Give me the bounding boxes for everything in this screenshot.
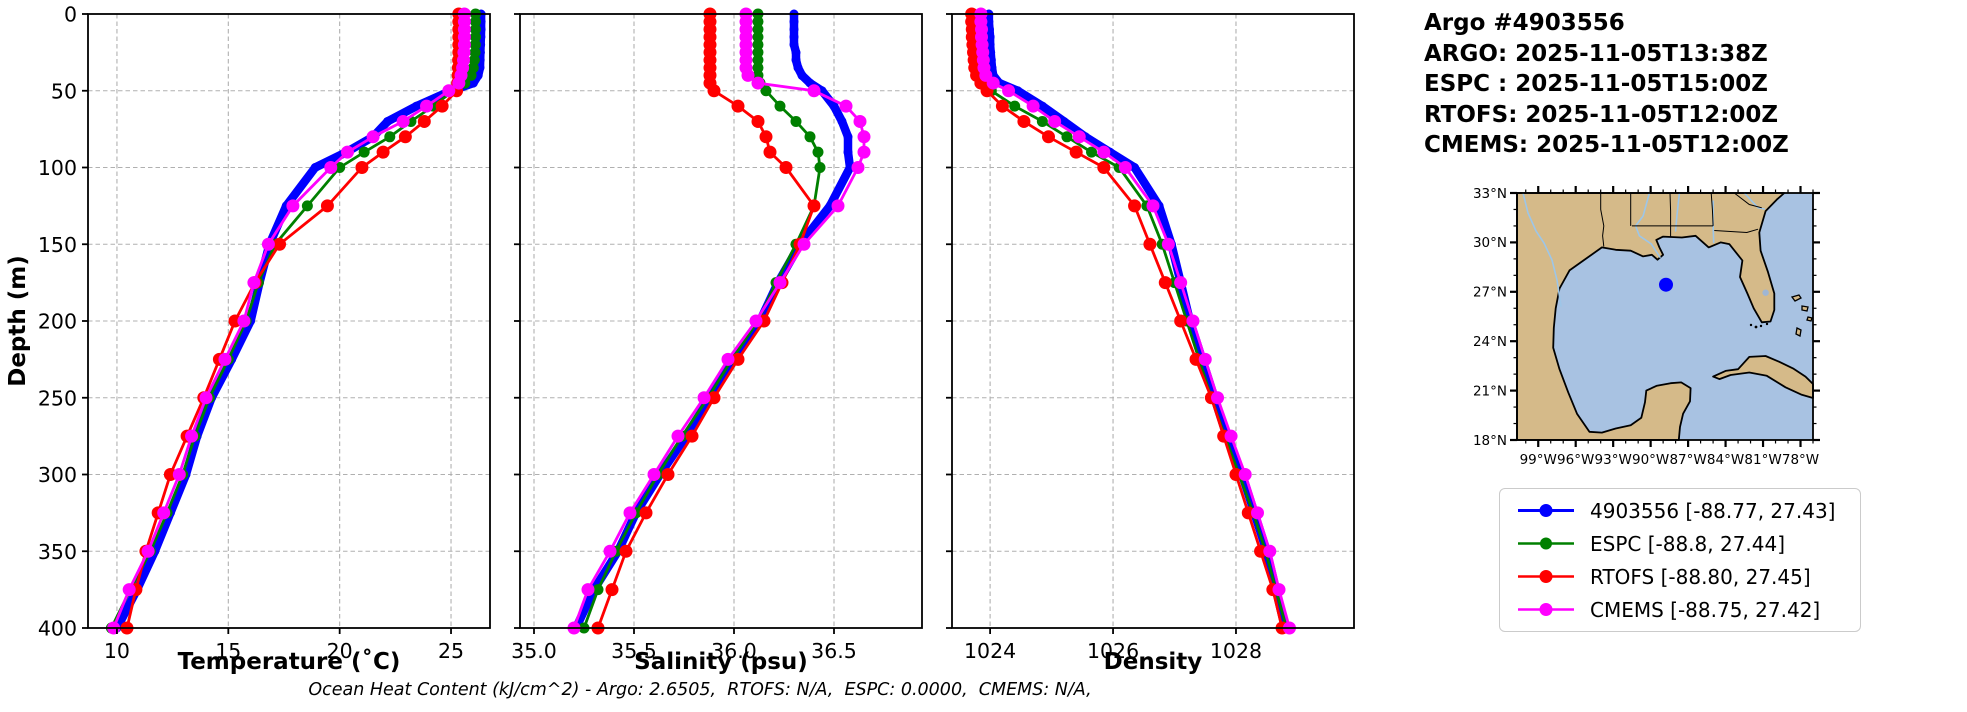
profile-panels-figure: 10 15 20 25050100150200250300350400Temperat… — [5, 3, 1355, 675]
legend-label-rtofs: RTOFS [-88.80, 27.45] — [1590, 564, 1811, 589]
depth-tick-label: 0 — [64, 3, 77, 27]
temperature-xtick-label: 10 — [104, 639, 130, 663]
depth-tick-label: 250 — [38, 386, 77, 410]
map-lat-tick-label: 24°N — [1473, 334, 1507, 350]
title-block: Argo #4903556 ARGO: 2025-11-05T13:38Z ES… — [1424, 8, 1789, 161]
map-land-north-america — [1516, 192, 1786, 441]
espc-timestamp: ESPC : 2025-11-05T15:00Z — [1424, 71, 1768, 97]
rtofs-timestamp: RTOFS: 2025-11-05T12:00Z — [1424, 101, 1779, 128]
salinity-rtofs-series — [591, 7, 821, 635]
depth-tick-label: 400 — [38, 617, 77, 641]
cmems-line-marker-icon — [1518, 603, 1574, 616]
cmems-timestamp: CMEMS: 2025-11-05T12:00Z — [1424, 132, 1789, 158]
salinity-cmems-series — [567, 7, 871, 635]
legend-label-argo: 4903556 [-88.77, 27.43] — [1590, 498, 1836, 523]
location-map: 18°N 21°N 24°N 27°N 30°N 33°N 99°W 96°W 93°W 90°W… — [1440, 150, 1900, 472]
argo-line-marker-icon — [1518, 504, 1574, 517]
gulf-of-mexico-map: 18°N 21°N 24°N 27°N 30°N 33°N 99°W 96°W 93°W 90°W… — [1473, 186, 1820, 468]
salinity-xtick-label: 36.0 — [711, 639, 757, 663]
map-ticks-and-labels: 18°N 21°N 24°N 27°N 30°N 33°N 99°W 96°W 93°W 90°W… — [1473, 186, 1820, 468]
map-state-borders — [1600, 192, 1762, 247]
density-panel: 1024 1026 1028 Density — [946, 7, 1355, 675]
temperature-xtick-label: 20 — [327, 639, 353, 663]
map-islands-florida-keys — [1749, 322, 1769, 329]
map-lake-okeechobee — [1762, 289, 1769, 296]
map-lon-tick-label: 78°W — [1782, 452, 1819, 468]
map-lat-tick-label: 27°N — [1473, 285, 1507, 301]
depth-tick-label: 300 — [38, 463, 77, 487]
legend-item-rtofs: RTOFS [-88.80, 27.45] — [1500, 567, 1860, 587]
map-lat-tick-label: 18°N — [1473, 433, 1507, 449]
depth-tick-label: 150 — [38, 233, 77, 257]
legend-label-espc: ESPC [-88.8, 27.44] — [1590, 531, 1786, 556]
float-position-marker — [1658, 277, 1673, 292]
legend-label-cmems: CMEMS [-88.75, 27.42] — [1590, 597, 1821, 622]
temperature-panel: 10 15 20 25050100150200250300350400Temperat… — [38, 3, 491, 675]
map-lat-tick-label: 30°N — [1473, 235, 1507, 251]
ocean-heat-content-note: Ocean Heat Content (kJ/cm^2) - Argo: 2.6… — [308, 680, 1092, 700]
depth-tick-label: 50 — [51, 79, 77, 103]
map-lon-tick-label: 90°W — [1632, 452, 1669, 468]
salinity-xtick-label: 35.0 — [511, 639, 557, 663]
map-lon-tick-label: 93°W — [1595, 452, 1632, 468]
depth-axis-label: Depth (m) — [5, 255, 31, 387]
map-lon-tick-label: 81°W — [1744, 452, 1781, 468]
map-frame — [1516, 192, 1814, 441]
map-lon-tick-label: 99°W — [1520, 452, 1557, 468]
density-xtick-label: 1026 — [1087, 639, 1139, 663]
temperature-cmems-series — [107, 7, 471, 635]
temperature-xtick-label: 15 — [215, 639, 241, 663]
temperature-xtick-label: 25 — [438, 639, 464, 663]
legend-box: 4903556 [-88.77, 27.43] ESPC [-88.8, 27.… — [1499, 488, 1861, 632]
map-lon-tick-label: 84°W — [1707, 452, 1744, 468]
map-lat-tick-label: 21°N — [1473, 383, 1507, 399]
rtofs-line-marker-icon — [1518, 570, 1574, 583]
map-islands-bahamas — [1790, 294, 1813, 337]
density-rtofs-series — [965, 7, 1289, 635]
density-xtick-label: 1024 — [964, 639, 1016, 663]
map-lon-tick-label: 96°W — [1557, 452, 1594, 468]
depth-tick-label: 200 — [38, 310, 77, 334]
figure-title: Argo #4903556 — [1424, 10, 1625, 36]
depth-tick-label: 350 — [38, 540, 77, 564]
salinity-xtick-label: 35.5 — [611, 639, 657, 663]
map-lon-tick-label: 87°W — [1669, 452, 1706, 468]
salinity-axis-label: Salinity (psu) — [634, 649, 808, 675]
density-cmems-series — [974, 7, 1296, 635]
legend-item-espc: ESPC [-88.8, 27.44] — [1500, 534, 1860, 554]
argo-timestamp: ARGO: 2025-11-05T13:38Z — [1424, 40, 1768, 67]
legend-item-cmems: CMEMS [-88.75, 27.42] — [1500, 600, 1860, 620]
legend-item-argo: 4903556 [-88.77, 27.43] — [1500, 501, 1860, 521]
depth-tick-label: 100 — [38, 156, 77, 180]
density-xtick-label: 1028 — [1210, 639, 1262, 663]
map-lat-tick-label: 33°N — [1473, 186, 1507, 202]
temperature-axis-label: Temperature (˚C) — [178, 648, 401, 675]
density-axis-label: Density — [1104, 649, 1203, 675]
espc-line-marker-icon — [1518, 537, 1574, 550]
salinity-xtick-label: 36.5 — [811, 639, 857, 663]
